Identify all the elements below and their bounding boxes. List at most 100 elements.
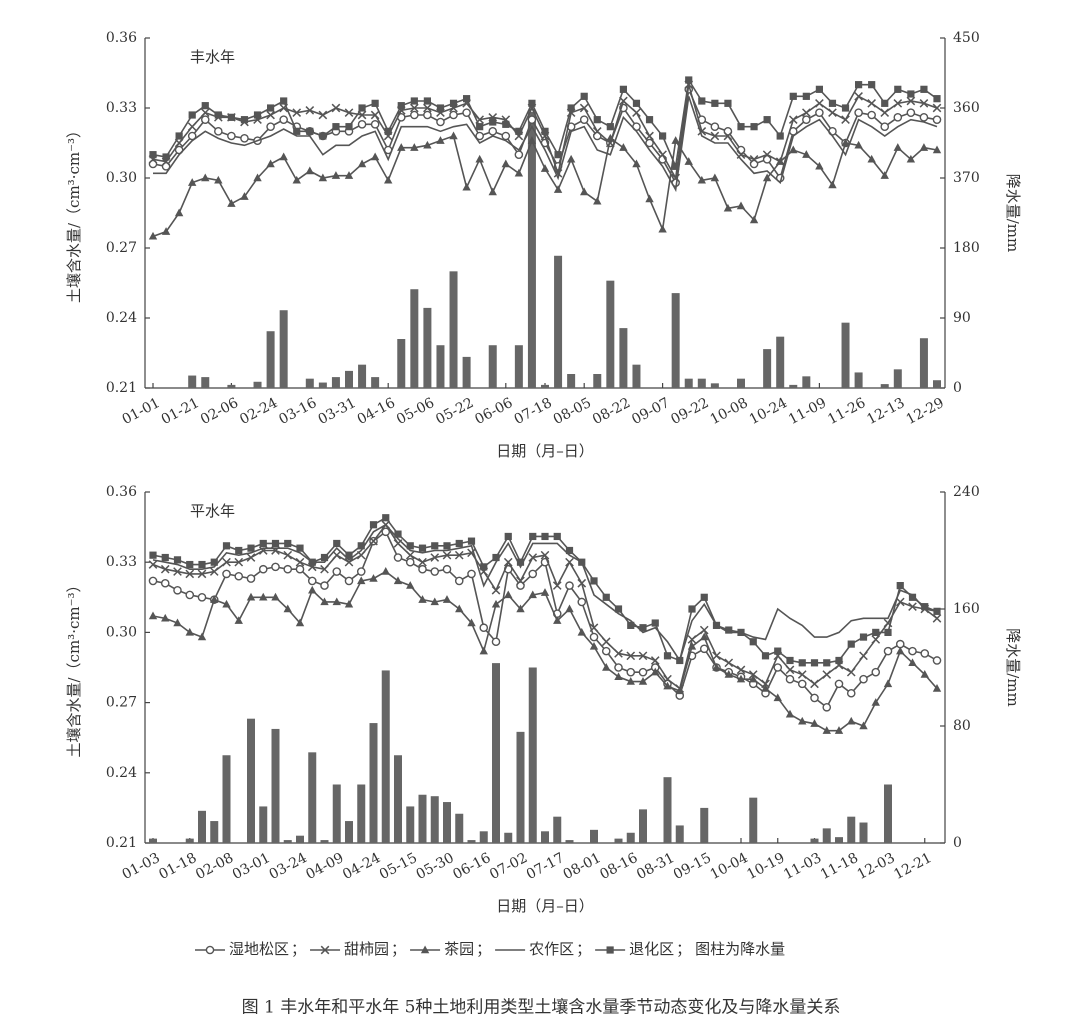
data-point [645,131,654,141]
data-point [436,117,445,127]
x-tick-label: 09-15 [671,850,714,883]
data-point [405,557,415,567]
x-tick-label: 02-06 [198,395,241,428]
data-point [823,659,831,667]
y2-tick-label: 0 [953,835,962,851]
data-point [798,716,807,725]
data-point [442,564,452,574]
precipitation-bar [514,345,523,388]
data-point [266,159,275,168]
precipitation-bar [418,794,427,843]
data-point [855,81,863,89]
data-point [332,550,342,560]
data-point [932,103,942,113]
precipitation-bar [626,832,635,843]
data-point [501,159,510,168]
data-point [305,106,315,115]
precipitation-bar [516,731,525,843]
data-point [788,115,798,124]
data-point [933,95,941,103]
precipitation-bar [919,338,928,388]
data-point [430,567,440,576]
precipitation-bar [279,310,288,388]
data-point [201,102,209,110]
data-point [344,108,354,117]
data-point [578,558,586,566]
x-axis-label: 日期（月–日） [496,442,594,460]
data-point [528,590,537,599]
data-point [828,180,837,189]
data-point [332,597,341,606]
data-point [418,557,427,567]
data-point [271,592,280,601]
data-point [449,99,458,107]
data-point [491,585,501,595]
data-point [871,698,880,706]
data-point [197,593,207,602]
data-point [418,595,427,603]
series-line [152,523,938,663]
precipitation-bar [663,777,672,843]
data-point [906,154,916,163]
data-point [259,592,268,601]
x-tick-label: 10-04 [708,850,751,883]
x-tick-label: 05-15 [377,850,420,883]
data-point [382,514,390,522]
data-point [810,679,819,689]
y2-tick-label: 180 [953,240,980,256]
data-point [773,693,782,702]
x-tick-label: 10-24 [747,395,790,428]
data-point [292,108,302,117]
data-point [240,134,249,143]
x-tick-label: 04-09 [303,850,346,883]
x-tick-label: 10-08 [708,395,751,428]
data-point [698,97,706,105]
precipitation-bar [553,816,562,843]
data-point [344,599,354,608]
data-point [540,164,550,172]
data-point [234,571,244,581]
y2-tick-label: 90 [953,310,971,326]
legend-marker [320,945,330,955]
data-point [492,553,500,562]
data-point [932,614,942,623]
data-point [279,152,288,161]
precipitation-bar [397,339,406,388]
data-point [502,120,510,128]
data-point [467,569,476,579]
data-point [632,108,641,117]
data-point [712,621,721,629]
precipitation-bar [381,670,390,843]
precipitation-bar [210,821,219,843]
data-point [475,131,484,141]
data-point [369,521,378,529]
legend-label: 农作区 [529,940,574,958]
data-point [841,115,850,124]
data-point [503,557,513,567]
data-point [638,651,648,661]
x-tick-label: 11-18 [818,850,861,883]
data-point [710,131,720,141]
data-point [712,651,721,661]
data-point [187,131,197,141]
data-point [880,108,890,117]
data-point [676,656,684,665]
x-tick-label: 06-06 [472,395,515,428]
data-point [675,686,684,695]
data-point [592,127,602,136]
precipitation-bar [854,372,863,388]
data-point [685,76,693,84]
y-tick-label: 0.21 [106,835,137,851]
data-point [384,175,393,184]
legend-label: 湿地松区 [229,940,289,958]
data-point [280,97,288,105]
data-point [614,672,623,681]
data-point [552,581,562,590]
data-point [306,127,314,135]
data-point [880,171,889,179]
data-point [479,646,488,655]
data-point [345,123,353,131]
precipitation-bar [449,271,458,388]
precipitation-bar [406,806,415,843]
precipitation-bar [841,322,850,388]
